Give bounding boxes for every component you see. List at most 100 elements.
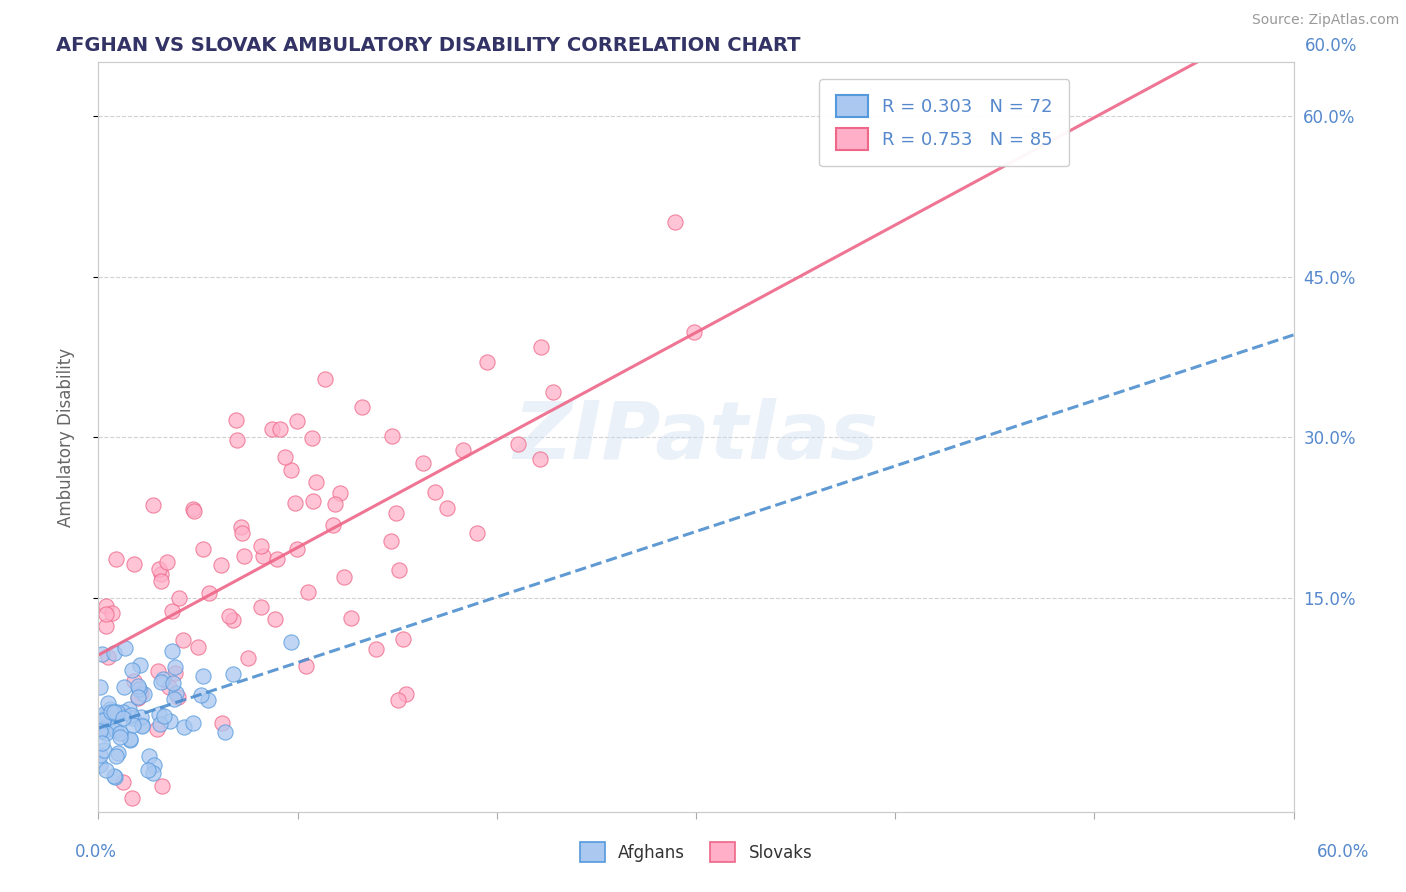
- Point: [89, 722, 111, 736]
- Point: [107, 746, 129, 760]
- Point: [94, 599, 117, 614]
- Point: [96, 726, 118, 740]
- Point: [384, 506, 406, 520]
- Point: [294, 659, 316, 673]
- Point: [114, 641, 136, 656]
- Point: [162, 604, 184, 618]
- Point: [97, 649, 120, 664]
- Text: AFGHAN VS SLOVAK AMBULATORY DISABILITY CORRELATION CHART: AFGHAN VS SLOVAK AMBULATORY DISABILITY C…: [56, 36, 801, 54]
- Point: [152, 708, 174, 723]
- Point: [120, 707, 142, 722]
- Point: [231, 526, 253, 541]
- Point: [387, 693, 409, 707]
- Point: [172, 632, 194, 647]
- Point: [156, 555, 179, 569]
- Point: [541, 384, 564, 399]
- Point: [127, 691, 149, 706]
- Point: [197, 693, 219, 707]
- Point: [380, 533, 402, 548]
- Point: [101, 606, 124, 620]
- Point: [264, 612, 287, 626]
- Point: [233, 549, 256, 564]
- Point: [136, 763, 159, 777]
- Point: [108, 707, 131, 722]
- Point: [165, 660, 187, 674]
- Point: [89, 758, 111, 772]
- Point: [93, 743, 115, 757]
- Point: [104, 770, 127, 784]
- Legend: Afghans, Slovaks: Afghans, Slovaks: [571, 834, 821, 871]
- Point: [323, 497, 346, 511]
- Point: [159, 714, 181, 729]
- Point: [97, 722, 120, 736]
- Point: [269, 422, 291, 436]
- Point: [187, 640, 209, 654]
- Point: [530, 340, 553, 354]
- Point: [190, 689, 212, 703]
- Point: [391, 632, 413, 646]
- Point: [165, 686, 187, 700]
- Point: [91, 647, 114, 661]
- Point: [118, 733, 141, 747]
- Point: [211, 715, 233, 730]
- Point: [131, 719, 153, 733]
- Point: [214, 724, 236, 739]
- Point: [122, 674, 145, 689]
- Point: [305, 475, 328, 489]
- Point: [128, 682, 150, 697]
- Point: [150, 779, 173, 793]
- Text: Source: ZipAtlas.com: Source: ZipAtlas.com: [1251, 13, 1399, 28]
- Point: [143, 757, 166, 772]
- Point: [388, 563, 411, 577]
- Point: [103, 706, 125, 720]
- Point: [451, 443, 474, 458]
- Point: [89, 747, 111, 762]
- Point: [340, 611, 363, 625]
- Point: [122, 718, 145, 732]
- Point: [103, 769, 125, 783]
- Point: [89, 724, 111, 739]
- Point: [138, 748, 160, 763]
- Point: [148, 706, 170, 721]
- Point: [529, 452, 551, 467]
- Point: [181, 501, 204, 516]
- Point: [150, 674, 173, 689]
- Point: [129, 710, 152, 724]
- Point: [107, 706, 129, 720]
- Point: [222, 667, 245, 681]
- Point: [181, 716, 204, 731]
- Point: [352, 400, 374, 414]
- Point: [149, 574, 172, 588]
- Point: [280, 463, 302, 477]
- Point: [118, 732, 141, 747]
- Point: [262, 422, 284, 436]
- Point: [683, 325, 706, 339]
- Point: [314, 372, 336, 386]
- Text: 60.0%: 60.0%: [1305, 37, 1357, 55]
- Point: [94, 607, 117, 621]
- Point: [191, 542, 214, 557]
- Point: [508, 436, 530, 450]
- Point: [364, 642, 387, 657]
- Point: [121, 663, 143, 677]
- Point: [465, 525, 488, 540]
- Point: [108, 730, 131, 744]
- Point: [89, 680, 111, 694]
- Point: [129, 658, 152, 673]
- Point: [236, 651, 259, 665]
- Point: [152, 673, 174, 687]
- Point: [183, 504, 205, 518]
- Point: [193, 669, 215, 683]
- Point: [110, 725, 132, 739]
- Point: [127, 690, 149, 704]
- Point: [173, 720, 195, 734]
- Point: [91, 714, 114, 728]
- Point: [112, 705, 135, 719]
- Point: [285, 414, 308, 428]
- Point: [100, 706, 122, 720]
- Point: [249, 600, 271, 615]
- Point: [249, 539, 271, 553]
- Point: [285, 542, 308, 557]
- Point: [146, 722, 169, 736]
- Point: [149, 716, 172, 731]
